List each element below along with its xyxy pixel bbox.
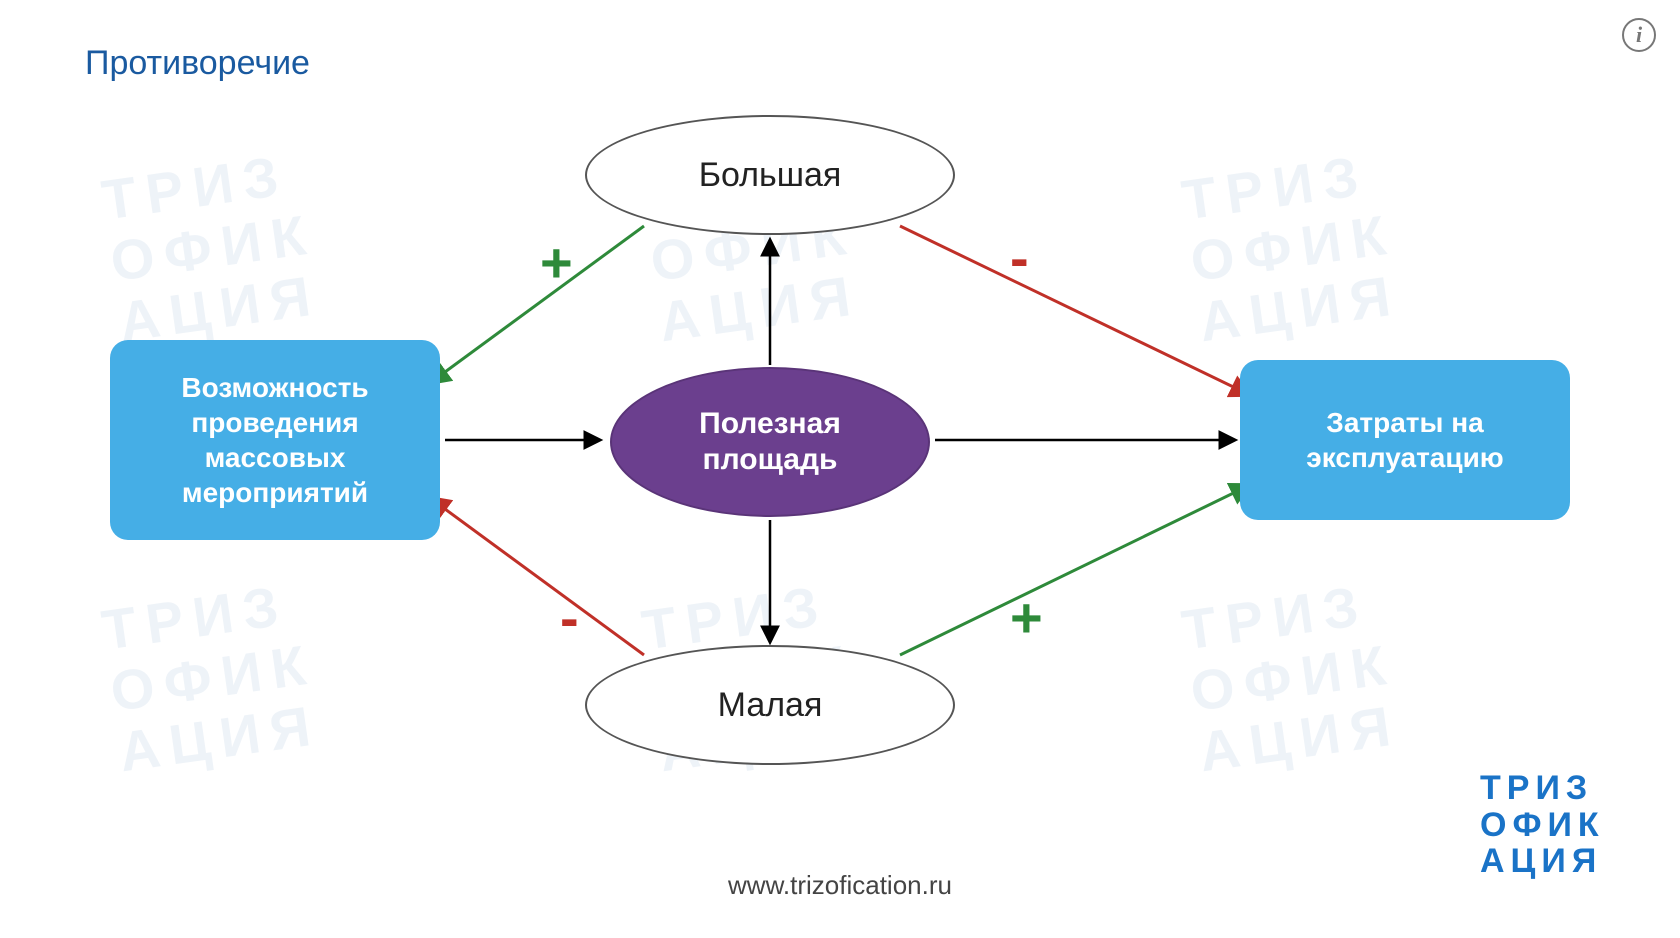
node-left-box: Возможность проведения массовых мероприя… [110, 340, 440, 540]
footer-url: www.trizofication.ru [640, 870, 1040, 901]
sign-bottom-minus: - [560, 585, 579, 650]
sign-bottom-plus: + [1010, 585, 1043, 650]
node-right-box: Затраты на эксплуатацию [1240, 360, 1570, 520]
node-top-label: Большая [699, 155, 842, 196]
node-center-ellipse: Полезная площадь [610, 367, 930, 517]
info-icon[interactable]: i [1622, 18, 1656, 52]
brand-logo-line3: АЦИЯ [1480, 843, 1605, 880]
edge-top-to-left [430, 226, 644, 383]
edge-bottom-to-right [900, 485, 1250, 655]
watermark-3: ТРИЗ ОФИК АЦИЯ [1178, 142, 1408, 354]
watermark-1: ТРИЗ ОФИК АЦИЯ [98, 142, 328, 354]
node-bottom-ellipse: Малая [585, 645, 955, 765]
sign-top-plus: + [540, 230, 573, 295]
watermark-6: ТРИЗ ОФИК АЦИЯ [1178, 572, 1408, 784]
node-right-label: Затраты на эксплуатацию [1258, 405, 1552, 475]
node-top-ellipse: Большая [585, 115, 955, 235]
diagram-stage: { "canvas": { "width": 1680, "height": 9… [0, 0, 1680, 938]
brand-logo: ТРИЗ ОФИК АЦИЯ [1480, 770, 1605, 880]
edge-bottom-to-left [430, 498, 644, 655]
node-bottom-label: Малая [718, 685, 823, 726]
brand-logo-line2: ОФИК [1480, 807, 1605, 844]
node-left-label: Возможность проведения массовых мероприя… [128, 370, 422, 510]
edge-top-to-right [900, 226, 1250, 395]
sign-top-minus: - [1010, 225, 1029, 290]
node-center-label: Полезная площадь [640, 406, 900, 478]
watermark-4: ТРИЗ ОФИК АЦИЯ [98, 572, 328, 784]
brand-logo-line1: ТРИЗ [1480, 770, 1605, 807]
slide-title: Противоречие [85, 44, 310, 83]
